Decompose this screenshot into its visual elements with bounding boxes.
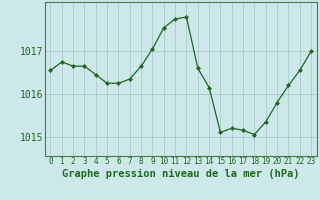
X-axis label: Graphe pression niveau de la mer (hPa): Graphe pression niveau de la mer (hPa) [62,169,300,179]
